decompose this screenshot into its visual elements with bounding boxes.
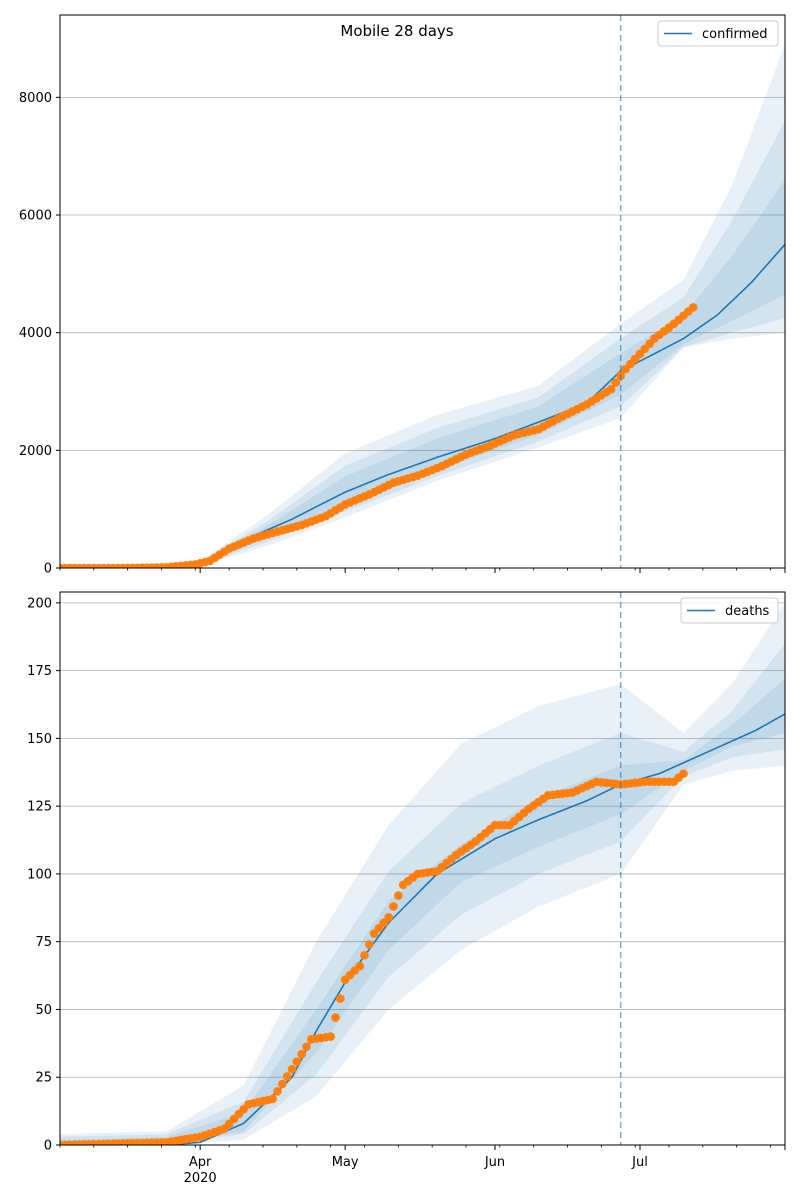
- x-tick-label: 2020: [184, 1171, 217, 1186]
- observed-point: [360, 950, 369, 960]
- observed-point: [302, 1042, 311, 1052]
- observed-point: [389, 902, 398, 911]
- y-tick-label: 8000: [19, 91, 52, 106]
- y-tick-label: 2000: [19, 444, 52, 459]
- confidence-band: [60, 678, 785, 1145]
- x-tick-label: Jul: [631, 1155, 648, 1170]
- observed-point: [278, 1079, 287, 1089]
- plot-area: [60, 602, 785, 1145]
- legend-box: [657, 20, 779, 47]
- y-tick-label: 125: [27, 800, 52, 815]
- observed-point: [268, 1094, 277, 1104]
- confidence-band: [60, 643, 785, 1145]
- axes-frame: [59, 591, 786, 1146]
- observed-points: [60, 303, 698, 568]
- observed-point: [297, 1049, 306, 1059]
- y-tick-label: 0: [44, 1139, 52, 1154]
- y-tick-label: 150: [27, 732, 52, 747]
- observed-point: [611, 378, 621, 387]
- observed-point: [292, 1057, 302, 1066]
- x-tick-label: May: [332, 1155, 359, 1170]
- observed-point: [273, 1087, 282, 1096]
- observed-point: [606, 384, 616, 394]
- observed-point: [394, 891, 403, 900]
- confirmed-panel: 0 2000 4000 6000 8000 confirmed: [19, 14, 786, 577]
- confidence-band: [142, 44, 785, 568]
- y-tick-label: 200: [27, 596, 52, 611]
- y-tick-label: 100: [27, 867, 52, 882]
- y-tick-label: 75: [35, 935, 52, 950]
- observed-point: [336, 994, 345, 1003]
- y-tick-label: 25: [35, 1071, 52, 1086]
- observed-point: [331, 1013, 340, 1022]
- observed-point: [679, 769, 688, 778]
- legend-box: [680, 597, 779, 624]
- x-tick-label: Apr: [189, 1155, 212, 1170]
- legend-label: confirmed: [702, 27, 768, 42]
- observed-point: [326, 1032, 335, 1041]
- observed-point: [355, 961, 364, 971]
- y-tick-label: 50: [35, 1003, 52, 1018]
- observed-point: [282, 1072, 292, 1081]
- observed-point: [287, 1064, 297, 1074]
- observed-point: [365, 940, 374, 949]
- axes-frame: [59, 14, 786, 569]
- figure-title: Mobile 28 days: [340, 22, 453, 40]
- y-tick-label: 6000: [19, 209, 52, 224]
- x-tick-label: Jun: [484, 1155, 505, 1170]
- y-tick-label: 4000: [19, 326, 52, 341]
- observed-points: [60, 769, 688, 1145]
- confidence-band: [142, 120, 785, 568]
- y-tick-label: 175: [27, 664, 52, 679]
- legend: confirmed: [657, 20, 779, 47]
- legend: deaths: [680, 597, 779, 624]
- y-tick-label: 0: [44, 562, 52, 577]
- observed-point: [688, 303, 698, 312]
- legend-label: deaths: [725, 604, 770, 619]
- observed-point: [384, 912, 393, 922]
- plot-area: [60, 44, 785, 568]
